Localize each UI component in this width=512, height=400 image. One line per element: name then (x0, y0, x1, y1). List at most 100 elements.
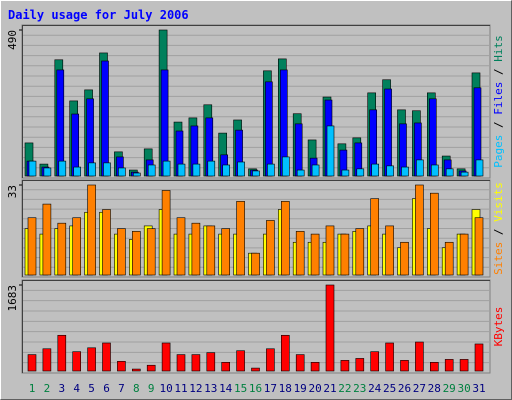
bar (355, 358, 365, 372)
bar (251, 252, 260, 276)
bar (191, 222, 201, 276)
x-tick-label: 13 (204, 382, 217, 395)
bar (459, 233, 469, 276)
x-tick-label: 17 (264, 382, 277, 395)
x-tick-label: 12 (189, 382, 202, 395)
x-tick-label: 16 (249, 382, 262, 395)
bar (444, 241, 454, 276)
plot-bevel (22, 180, 490, 277)
bar (310, 233, 320, 276)
bar (57, 222, 67, 276)
bar (57, 334, 67, 372)
bar (340, 233, 350, 276)
bar (294, 123, 303, 177)
bar (161, 190, 171, 276)
bar (88, 162, 96, 177)
legend-separator: / (492, 222, 505, 242)
x-tick-label: 29 (443, 382, 456, 395)
bar (340, 360, 350, 372)
bar (42, 348, 52, 372)
x-tick-label: 4 (73, 382, 80, 395)
bar (132, 231, 141, 276)
bar (192, 163, 201, 177)
x-tick-label: 22 (338, 382, 351, 395)
bar (191, 354, 201, 372)
bar (222, 164, 230, 177)
bar (474, 217, 484, 276)
bar (460, 171, 469, 177)
bar (266, 348, 275, 372)
bar (42, 203, 52, 276)
legend: Pages / Files / Hits (492, 35, 505, 168)
x-tick-label: 10 (159, 382, 172, 395)
bar (72, 217, 81, 276)
x-tick-label: 26 (398, 382, 411, 395)
x-tick-label: 8 (133, 382, 140, 395)
x-tick-label: 6 (103, 382, 110, 395)
bar (444, 359, 454, 372)
bar (325, 284, 335, 372)
bar (221, 228, 230, 276)
bar (475, 159, 484, 177)
bar (176, 217, 186, 276)
bar (56, 69, 65, 177)
bar (401, 166, 409, 177)
bar (161, 342, 171, 372)
bar (146, 364, 156, 372)
bar (252, 170, 260, 177)
legend-separator: / (492, 115, 505, 135)
bar (355, 228, 365, 276)
x-tick-label: 31 (472, 382, 485, 395)
bar (132, 368, 141, 372)
legend-entry: Pages (492, 135, 505, 168)
legend: KBytes (492, 307, 505, 347)
bar (176, 354, 186, 372)
x-tick-label: 9 (148, 382, 155, 395)
bar (341, 169, 350, 177)
bar (72, 351, 81, 372)
bar (310, 362, 320, 372)
bar (385, 225, 394, 276)
bar (206, 225, 216, 276)
bar (428, 98, 437, 177)
x-tick-label: 18 (279, 382, 292, 395)
x-tick-label: 24 (368, 382, 382, 395)
bar (236, 350, 245, 372)
x-tick-label: 3 (58, 382, 65, 395)
bar (295, 231, 305, 276)
bar (415, 341, 424, 372)
bar (147, 164, 156, 177)
plot-bevel (22, 25, 490, 178)
bar (415, 184, 424, 276)
bar (385, 342, 394, 372)
bar (371, 163, 380, 177)
x-tick-label: 21 (323, 382, 336, 395)
chart-title: Daily usage for July 2006 (8, 8, 189, 22)
bar (73, 166, 81, 177)
bar (207, 160, 216, 177)
bar (429, 192, 439, 276)
bar (28, 160, 37, 177)
bar (146, 228, 156, 276)
bar (27, 354, 37, 372)
x-tick-label: 5 (88, 382, 95, 395)
plot-bevel (22, 280, 490, 373)
legend-entry: KBytes (492, 307, 505, 347)
x-tick-label: 20 (308, 382, 321, 395)
x-tick-label: 1 (29, 382, 36, 395)
legend: Sites / Visits (492, 182, 505, 275)
bar (459, 359, 469, 372)
bar (429, 362, 439, 372)
x-tick-label: 7 (118, 382, 125, 395)
legend-entry: Visits (492, 182, 505, 222)
x-tick-label: 30 (457, 382, 470, 395)
x-tick-label: 11 (174, 382, 187, 395)
bar (87, 184, 96, 276)
bar (266, 220, 275, 276)
legend-entry: Hits (492, 35, 505, 62)
bar (177, 163, 186, 177)
x-tick-label: 2 (44, 382, 51, 395)
bar (87, 347, 96, 372)
bar (267, 163, 275, 177)
bar (43, 167, 52, 177)
